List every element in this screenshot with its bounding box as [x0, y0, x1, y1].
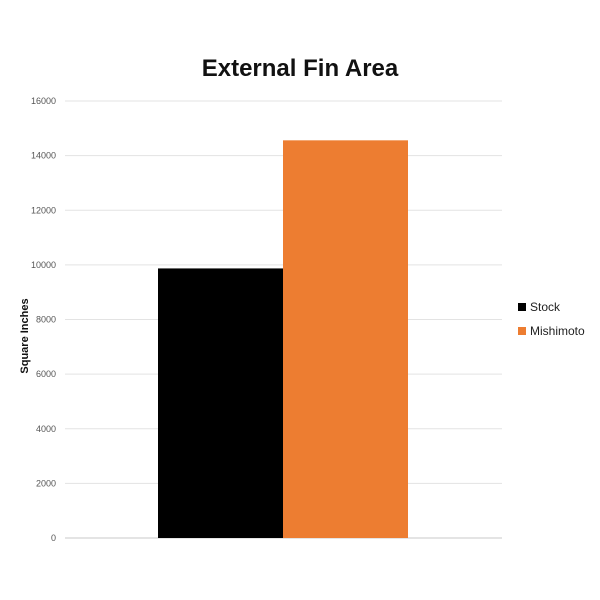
- bar-stock: [158, 268, 283, 538]
- legend-label: Mishimoto: [530, 324, 585, 338]
- legend-item: Mishimoto: [518, 324, 585, 338]
- legend-swatch: [518, 327, 526, 335]
- legend-label: Stock: [530, 300, 561, 314]
- y-tick-label: 14000: [31, 151, 56, 161]
- legend-swatch: [518, 303, 526, 311]
- y-tick-label: 10000: [31, 260, 56, 270]
- y-tick-label: 4000: [36, 424, 56, 434]
- y-tick-label: 6000: [36, 369, 56, 379]
- legend-item: Stock: [518, 300, 560, 314]
- y-tick-label: 16000: [31, 96, 56, 106]
- y-tick-label: 2000: [36, 478, 56, 488]
- y-tick-label: 8000: [36, 315, 56, 325]
- y-tick-label: 12000: [31, 205, 56, 215]
- chart-title: External Fin Area: [201, 55, 399, 82]
- y-tick-label: 0: [51, 533, 56, 543]
- bar-mishimoto: [283, 140, 408, 538]
